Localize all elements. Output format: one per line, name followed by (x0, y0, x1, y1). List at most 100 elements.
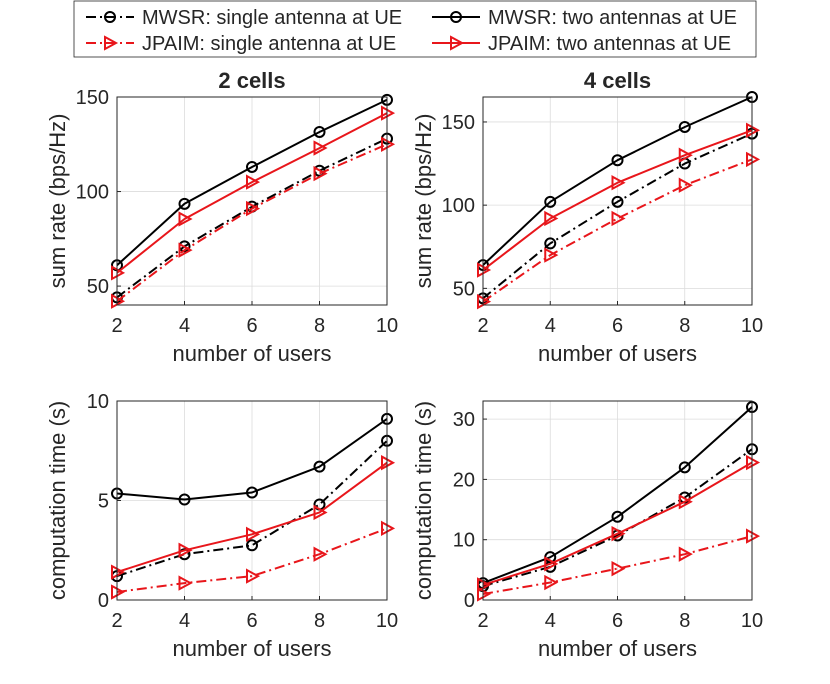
y-tick-label: 30 (453, 409, 475, 431)
x-tick-label: 2 (111, 610, 122, 632)
legend-marker-mwsr-single (104, 11, 116, 23)
series-line-jpaim-single (116, 143, 388, 302)
data-point-jpaim-two (678, 147, 693, 163)
data-point-jpaim-two (178, 211, 193, 227)
data-point-mwsr-two (313, 460, 326, 473)
y-axis-label: computation time (s) (411, 401, 436, 600)
x-axis-label: number of users (538, 636, 697, 661)
x-axis-label: number of users (173, 341, 332, 366)
legend-marker-jpaim-two (450, 35, 465, 51)
data-point-jpaim-single (544, 247, 559, 263)
chart-panel-4: 2 4 6 8 10 0 10 20 30 number of users computation … (411, 400, 763, 661)
series-line-mwsr-single (482, 132, 753, 300)
chart-panel-1: 2 4 6 8 10 50 100 150 2 cells number of users sum … (45, 68, 398, 366)
data-point-jpaim-two (313, 504, 328, 521)
x-tick-label: 2 (477, 610, 488, 632)
x-tick-label: 8 (314, 315, 325, 337)
legend-entry-mwsr-two: MWSR: two antennas at UE (432, 7, 737, 29)
data-point-jpaim-two (246, 174, 261, 190)
x-tick-label: 6 (612, 610, 623, 632)
data-point-jpaim-single (178, 575, 193, 591)
legend-marker-jpaim-single (104, 35, 119, 51)
data-point-jpaim-single (313, 546, 328, 562)
series-line-jpaim-single (482, 535, 753, 595)
y-tick-label: 20 (453, 469, 475, 491)
data-point-mwsr-two (678, 461, 691, 474)
y-tick-label: 100 (76, 182, 109, 204)
y-tick-label: 150 (442, 112, 475, 134)
data-point-jpaim-single (246, 568, 261, 584)
data-point-jpaim-single (611, 560, 626, 577)
y-tick-label: 50 (453, 278, 475, 300)
data-point-jpaim-two (678, 494, 693, 510)
x-tick-label: 8 (314, 610, 325, 632)
x-tick-label: 6 (246, 315, 257, 337)
data-point-jpaim-single (313, 165, 328, 182)
x-tick-label: 6 (612, 315, 623, 337)
data-point-jpaim-two (611, 175, 626, 191)
legend-marker-mwsr-two (450, 11, 462, 23)
legend-label-mwsr-two: MWSR: two antennas at UE (488, 7, 737, 29)
legend-entry-jpaim-two: JPAIM: two antennas at UE (432, 33, 731, 55)
x-tick-label: 10 (376, 610, 398, 632)
y-tick-label: 5 (98, 491, 109, 513)
data-point-jpaim-single (611, 210, 626, 227)
axes-frame (482, 400, 753, 601)
data-point-mwsr-single (246, 539, 258, 552)
series-line-mwsr-two (116, 418, 388, 501)
data-point-mwsr-two (611, 510, 624, 523)
series-line-jpaim-two (482, 129, 753, 271)
data-point-jpaim-single (178, 242, 193, 258)
data-point-jpaim-single (246, 200, 261, 217)
data-point-jpaim-single (678, 177, 693, 193)
data-point-mwsr-single (544, 237, 557, 250)
data-point-mwsr-two (246, 160, 258, 173)
data-point-mwsr-two (544, 195, 557, 208)
series-line-mwsr-two (116, 98, 388, 267)
y-axis-label: sum rate (bps/Hz) (411, 114, 436, 289)
legend-box (73, 0, 757, 58)
data-point-jpaim-two (313, 140, 328, 156)
data-point-jpaim-two (544, 556, 559, 572)
data-point-mwsr-two (246, 486, 258, 499)
y-tick-label: 150 (76, 87, 109, 109)
x-tick-label: 6 (246, 610, 257, 632)
data-point-jpaim-two (544, 210, 559, 227)
x-tick-label: 8 (679, 315, 690, 337)
series-line-mwsr-two (482, 96, 753, 266)
x-axis-label: number of users (173, 636, 332, 661)
x-tick-label: 4 (179, 315, 190, 337)
legend-entry-mwsr-single: MWSR: single antenna at UE (86, 7, 402, 29)
x-tick-label: 4 (545, 610, 556, 632)
data-point-mwsr-two (611, 154, 624, 167)
series-line-jpaim-single (116, 527, 388, 593)
data-point-mwsr-two (313, 125, 326, 138)
data-point-jpaim-single (678, 546, 693, 562)
y-tick-label: 50 (87, 276, 109, 298)
chart-title: 2 cells (218, 68, 285, 93)
x-tick-label: 2 (477, 315, 488, 337)
y-tick-label: 0 (98, 590, 109, 612)
y-tick-label: 10 (87, 391, 109, 413)
y-tick-label: 100 (442, 195, 475, 217)
series-line-jpaim-single (482, 158, 753, 303)
series-line-mwsr-single (482, 448, 753, 588)
y-axis-label: computation time (s) (45, 401, 70, 600)
x-tick-label: 4 (545, 315, 556, 337)
legend-label-jpaim-two: JPAIM: two antennas at UE (488, 33, 731, 55)
data-point-jpaim-two (611, 525, 626, 542)
x-tick-label: 4 (179, 610, 190, 632)
data-point-jpaim-two (178, 542, 193, 558)
x-tick-label: 10 (741, 315, 763, 337)
data-point-jpaim-single (544, 574, 559, 591)
series-line-mwsr-two (482, 406, 753, 585)
x-tick-label: 2 (111, 315, 122, 337)
data-point-mwsr-two (178, 493, 191, 506)
data-point-jpaim-two (246, 526, 261, 543)
y-tick-label: 0 (464, 590, 475, 612)
x-tick-label: 8 (679, 610, 690, 632)
legend-entry-jpaim-single: JPAIM: single antenna at UE (86, 33, 396, 55)
chart-panel-3: 2 4 6 8 10 0 5 10 number of users computation tim… (45, 391, 398, 661)
series-line-jpaim-two (116, 112, 388, 274)
legend-label-jpaim-single: JPAIM: single antenna at UE (142, 33, 396, 55)
